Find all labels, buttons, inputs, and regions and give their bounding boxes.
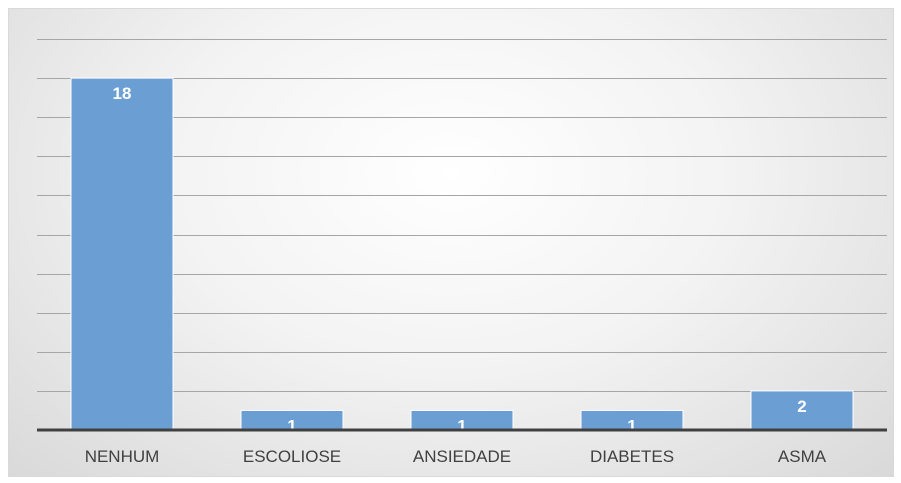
bar-chart: 18 1 1 1 2 NENHUM ESCOLIOSE ANSIEDADE DIABETES A… <box>37 39 887 466</box>
x-tick-label: ANSIEDADE <box>413 447 511 466</box>
data-label: 18 <box>113 84 132 103</box>
data-label: 2 <box>797 397 806 416</box>
x-tick-label: ESCOLIOSE <box>243 447 341 466</box>
bar-nenhum <box>70 77 174 431</box>
data-label: 1 <box>627 416 636 435</box>
chart-area: 18 1 1 1 2 NENHUM ESCOLIOSE ANSIEDADE DIABETES A… <box>8 8 894 477</box>
data-label: 1 <box>457 416 466 435</box>
x-axis-tick-labels: NENHUM ESCOLIOSE ANSIEDADE DIABETES ASMA <box>85 447 827 466</box>
x-tick-label: ASMA <box>778 447 827 466</box>
bar-asma <box>750 390 854 431</box>
gridlines <box>37 39 887 392</box>
bars <box>70 77 854 431</box>
data-labels: 18 1 1 1 2 <box>113 84 807 435</box>
x-tick-label: DIABETES <box>590 447 674 466</box>
x-tick-label: NENHUM <box>85 447 160 466</box>
data-label: 1 <box>287 416 296 435</box>
